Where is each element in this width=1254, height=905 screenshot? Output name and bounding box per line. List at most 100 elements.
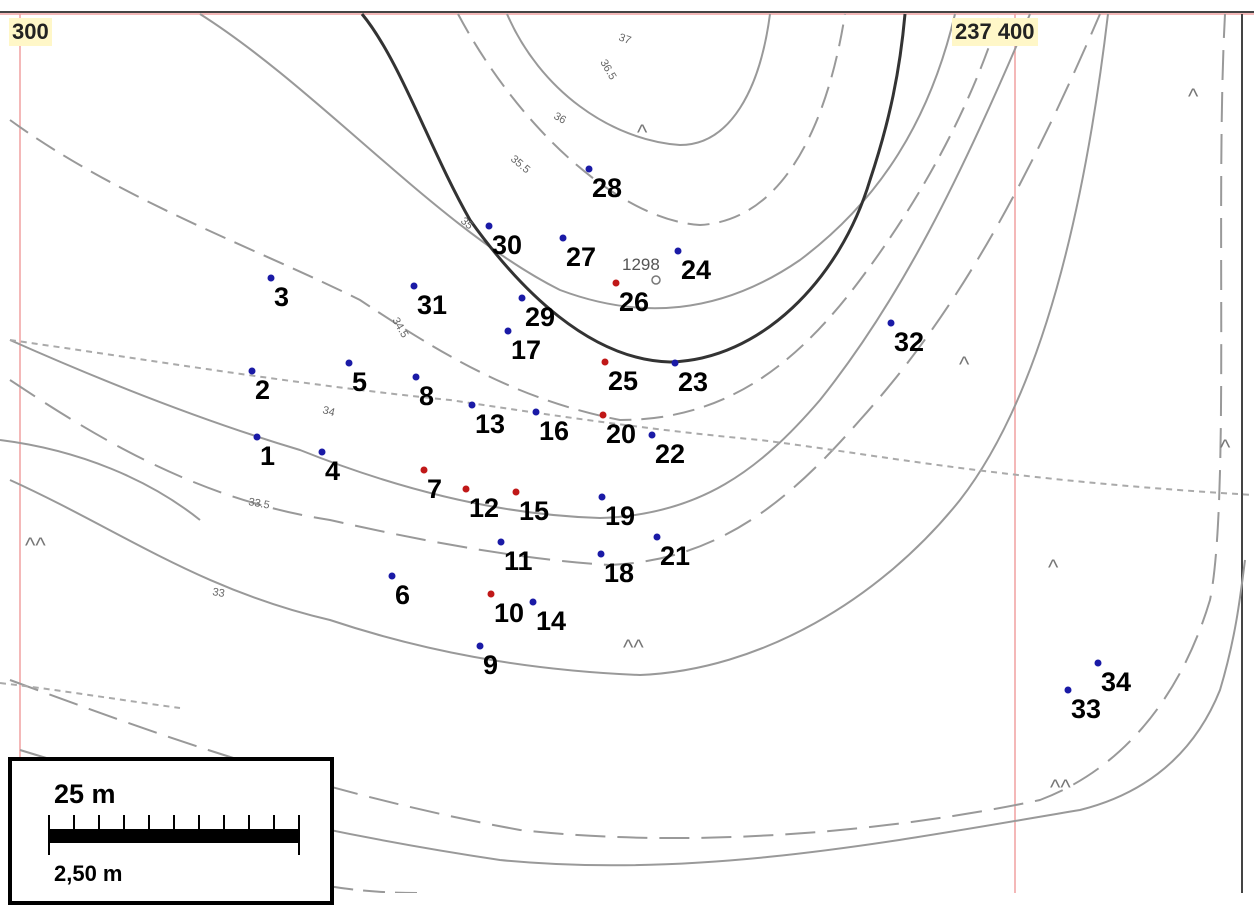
survey-point-13[interactable]: 13 [468, 401, 506, 440]
survey-point-29[interactable]: 29 [518, 294, 556, 333]
survey-point-label: 9 [483, 650, 498, 680]
survey-points: 1234567891011121314151617181920212223242… [248, 165, 1132, 725]
survey-point-2[interactable]: 2 [248, 367, 271, 406]
scale-bar-fill [49, 829, 299, 843]
survey-point-8[interactable]: 8 [412, 373, 435, 412]
survey-point-label: 3 [274, 282, 289, 312]
terrain-symbol-double: ^^ [623, 635, 644, 660]
survey-point-label: 15 [519, 496, 549, 526]
survey-point-marker [671, 359, 679, 367]
survey-point-label: 12 [469, 493, 499, 523]
survey-point-marker [487, 590, 495, 598]
survey-point-marker [529, 598, 537, 606]
benchmark-icon [651, 275, 661, 285]
survey-point-marker [248, 367, 256, 375]
contour-34-5 [9, 13, 1001, 422]
survey-point-18[interactable]: 18 [597, 550, 635, 589]
survey-point-11[interactable]: 11 [497, 538, 533, 577]
survey-point-32[interactable]: 32 [887, 319, 925, 358]
top-left-coordinate: 300 [9, 18, 52, 46]
contour-label: 34.5 [389, 316, 410, 341]
survey-point-label: 5 [352, 367, 367, 397]
survey-point-marker [653, 533, 661, 541]
contour-34 [9, 13, 1031, 520]
survey-point-label: 1 [260, 441, 275, 471]
boundary-line-lower [0, 682, 181, 709]
survey-point-label: 32 [894, 327, 924, 357]
survey-point-27[interactable]: 27 [559, 234, 597, 273]
survey-point-label: 14 [536, 606, 566, 636]
survey-point-1[interactable]: 1 [253, 433, 276, 472]
survey-point-marker [532, 408, 540, 416]
survey-point-marker [497, 538, 505, 546]
survey-point-label: 6 [395, 580, 410, 610]
contour-label: 35 [458, 215, 475, 232]
survey-point-6[interactable]: 6 [388, 572, 411, 611]
survey-point-5[interactable]: 5 [345, 359, 368, 398]
survey-point-marker [601, 358, 609, 366]
survey-point-26[interactable]: 26 [612, 279, 650, 318]
survey-point-label: 28 [592, 173, 622, 203]
scale-major-label: 25 m [54, 779, 116, 809]
survey-point-24[interactable]: 24 [674, 247, 712, 286]
contour-label: 36.5 [597, 58, 618, 83]
survey-point-label: 27 [566, 242, 596, 272]
survey-point-label: 33 [1071, 694, 1101, 724]
survey-point-label: 18 [604, 558, 634, 588]
survey-point-marker [420, 466, 428, 474]
top-right-coordinate: 237 400 [952, 18, 1038, 46]
survey-point-label: 30 [492, 230, 522, 260]
survey-point-label: 4 [325, 456, 340, 486]
survey-point-15[interactable]: 15 [512, 488, 550, 527]
survey-point-19[interactable]: 19 [598, 493, 636, 532]
survey-point-marker [318, 448, 326, 456]
survey-point-28[interactable]: 28 [585, 165, 623, 204]
survey-point-marker [462, 485, 470, 493]
survey-point-14[interactable]: 14 [529, 598, 567, 637]
contour-index-35 [360, 13, 907, 364]
survey-point-20[interactable]: 20 [599, 411, 637, 450]
survey-point-marker [476, 642, 484, 650]
survey-point-label: 23 [678, 367, 708, 397]
survey-point-label: 26 [619, 287, 649, 317]
survey-point-marker [468, 401, 476, 409]
survey-point-22[interactable]: 22 [648, 431, 686, 470]
terrain-symbol: ^ [1048, 555, 1059, 580]
survey-point-marker [512, 488, 520, 496]
survey-point-12[interactable]: 12 [462, 485, 500, 524]
survey-point-17[interactable]: 17 [504, 327, 542, 366]
survey-point-7[interactable]: 7 [420, 466, 443, 505]
survey-point-label: 17 [511, 335, 541, 365]
contour-left-lower [0, 439, 201, 521]
contour-33 [9, 13, 1109, 677]
survey-point-marker [598, 493, 606, 501]
survey-point-34[interactable]: 34 [1094, 659, 1132, 698]
terrain-symbol: ^ [959, 352, 970, 377]
survey-point-25[interactable]: 25 [601, 358, 639, 397]
survey-point-10[interactable]: 10 [487, 590, 525, 629]
survey-point-4[interactable]: 4 [318, 448, 341, 487]
survey-point-marker [410, 282, 418, 290]
survey-point-marker [253, 433, 261, 441]
survey-point-23[interactable]: 23 [671, 359, 709, 398]
survey-point-marker [412, 373, 420, 381]
benchmark-label: 1298 [622, 255, 660, 274]
survey-point-label: 20 [606, 419, 636, 449]
survey-point-21[interactable]: 21 [653, 533, 691, 572]
survey-point-marker [599, 411, 607, 419]
survey-point-9[interactable]: 9 [476, 642, 499, 681]
contour-label: 35.5 [508, 153, 532, 176]
boundary-line [9, 339, 1254, 496]
survey-point-30[interactable]: 30 [485, 222, 523, 261]
survey-point-label: 16 [539, 416, 569, 446]
scale-minor-label: 2,50 m [54, 861, 123, 886]
survey-point-label: 19 [605, 501, 635, 531]
survey-point-3[interactable]: 3 [267, 274, 290, 313]
survey-point-16[interactable]: 16 [532, 408, 570, 447]
contour-label: 37 [617, 32, 633, 47]
survey-point-31[interactable]: 31 [410, 282, 448, 321]
terrain-symbol: ^ [1188, 84, 1199, 109]
survey-point-marker [585, 165, 593, 173]
survey-point-33[interactable]: 33 [1064, 686, 1102, 725]
survey-point-label: 24 [681, 255, 711, 285]
